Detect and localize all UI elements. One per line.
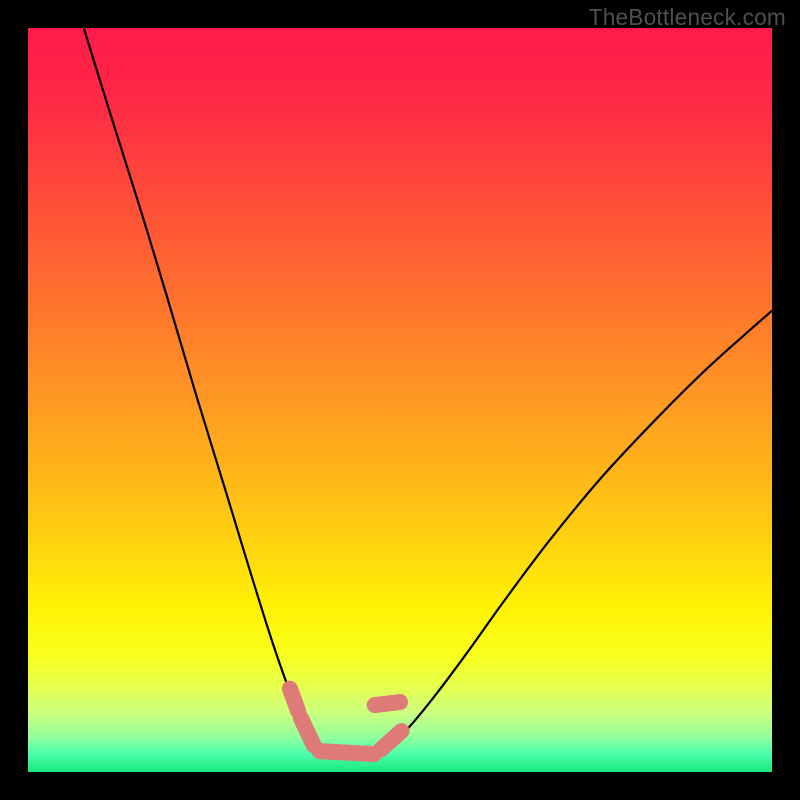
trough-marker-segment: [375, 702, 400, 705]
bottleneck-curve-chart: [0, 0, 800, 800]
gradient-background: [28, 28, 772, 772]
trough-marker-segment: [290, 689, 298, 711]
chart-frame: TheBottleneck.com: [0, 0, 800, 800]
trough-marker-segment: [320, 751, 374, 754]
watermark-text: TheBottleneck.com: [589, 4, 786, 31]
